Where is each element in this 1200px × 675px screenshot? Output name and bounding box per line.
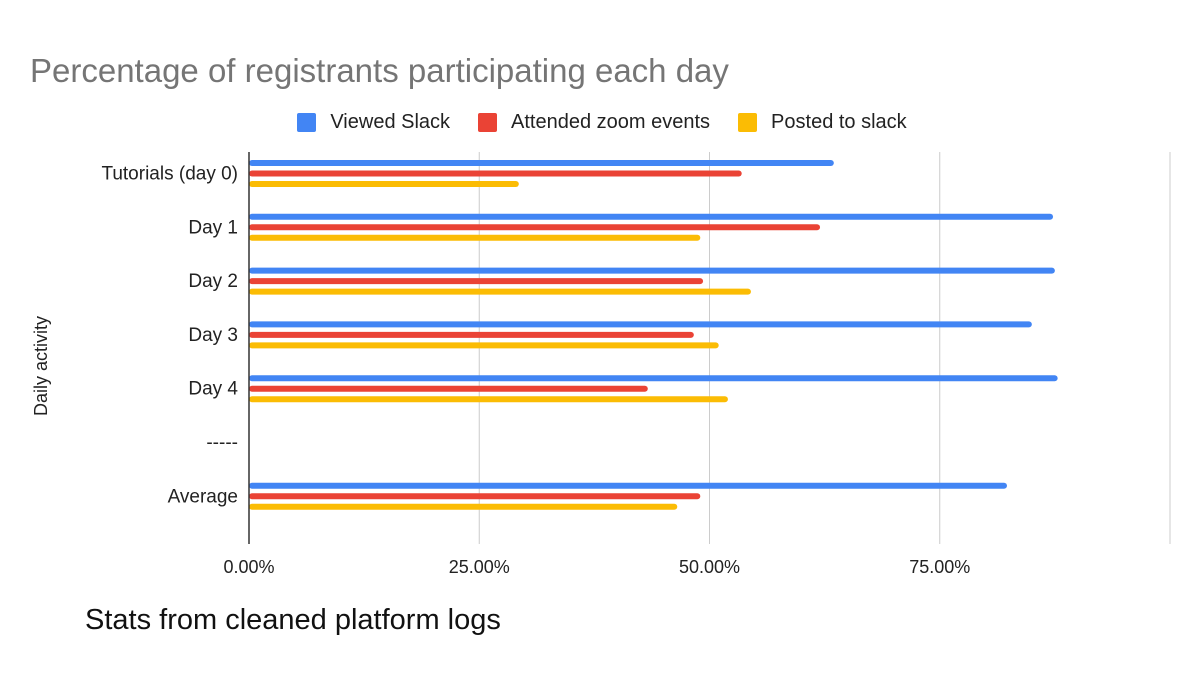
- bar-1-3: [249, 267, 1055, 274]
- bar-chart: 0.00% 25.00% 50.00% 75.00% Tutorials (day 0)…: [31, 152, 1171, 577]
- bar-1-1: [249, 160, 834, 166]
- bar-3-1: [249, 181, 519, 187]
- legend-swatch-1: [297, 112, 317, 132]
- y-tick-label-3: Day 2: [188, 271, 238, 292]
- bar-2-5: [249, 385, 648, 392]
- bar-3-5: [249, 396, 728, 403]
- bar-3-3: [249, 288, 751, 295]
- y-tick-label-2: Day 1: [188, 217, 238, 238]
- legend-swatch-2: [478, 112, 498, 132]
- legend-label-3: Posted to slack: [771, 110, 907, 133]
- x-tick-label-1: 25.00%: [449, 557, 510, 577]
- y-tick-label-6: -----: [206, 433, 238, 454]
- y-tick-label-5: Day 4: [188, 379, 238, 400]
- bar-2-2: [249, 224, 821, 231]
- x-tick-label-3: 75.00%: [909, 557, 970, 577]
- bar-2-3: [249, 278, 704, 285]
- legend-item-3: Posted to slack: [738, 111, 907, 134]
- bar-3-2: [249, 234, 701, 241]
- bar-2-4: [249, 331, 694, 338]
- bar-1-5: [249, 375, 1058, 382]
- legend-swatch-3: [738, 112, 758, 132]
- legend: Viewed Slack Attended zoom events Posted t…: [0, 108, 1200, 136]
- chart-caption: Stats from cleaned platform logs: [85, 604, 501, 636]
- bar-1-7: [249, 482, 1007, 489]
- bar-3-4: [249, 342, 719, 349]
- legend-item-2: Attended zoom events: [478, 111, 710, 134]
- bar-1-4: [249, 321, 1032, 328]
- y-tick-label-4: Day 3: [188, 325, 238, 346]
- chart-title: Percentage of registrants participating …: [30, 52, 729, 89]
- x-tick-label-0: 0.00%: [223, 557, 274, 577]
- legend-label-2: Attended zoom events: [511, 110, 711, 133]
- bar-2-1: [249, 170, 742, 177]
- y-axis-title: Daily activity: [31, 316, 51, 416]
- y-tick-label-1: Tutorials (day 0): [101, 164, 238, 185]
- bar-3-7: [249, 503, 678, 510]
- bar-2-7: [249, 493, 701, 500]
- bar-1-2: [249, 213, 1054, 220]
- legend-item-1: Viewed Slack: [297, 111, 450, 134]
- legend-label-1: Viewed Slack: [330, 110, 451, 133]
- x-tick-label-2: 50.00%: [679, 557, 740, 577]
- y-tick-label-7: Average: [168, 486, 238, 507]
